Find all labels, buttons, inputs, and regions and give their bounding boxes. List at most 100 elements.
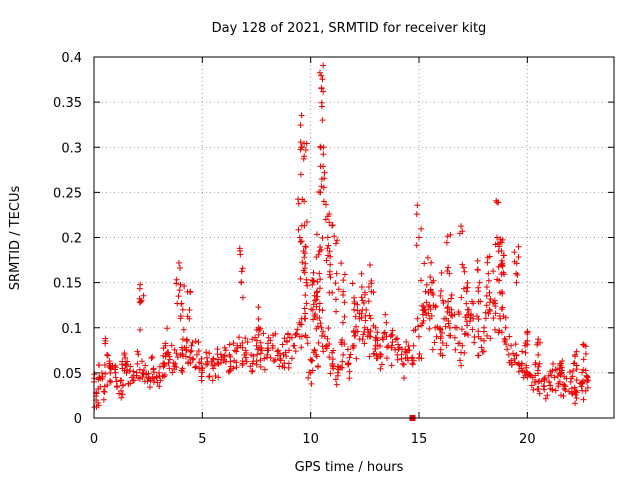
data-point <box>177 313 184 320</box>
data-point <box>372 334 379 341</box>
data-point <box>438 287 445 294</box>
data-point <box>339 291 346 298</box>
data-point <box>329 289 336 296</box>
data-point <box>214 360 221 367</box>
data-point <box>573 348 580 355</box>
data-point <box>209 356 216 363</box>
data-point <box>522 349 529 356</box>
data-point <box>321 333 328 340</box>
data-point <box>113 378 120 385</box>
data-point <box>277 357 284 364</box>
data-point <box>210 355 217 362</box>
data-point <box>464 332 471 339</box>
data-point <box>403 338 410 345</box>
data-point <box>398 355 405 362</box>
y-tick-label: 0.05 <box>53 367 82 382</box>
data-point <box>426 325 433 332</box>
data-point <box>354 307 361 314</box>
chart-title: Day 128 of 2021, SRMTID for receiver kit… <box>212 21 487 36</box>
data-point <box>261 366 268 373</box>
data-point <box>373 335 380 342</box>
data-point <box>230 340 237 347</box>
data-point <box>316 270 323 277</box>
data-point <box>329 349 336 356</box>
x-tick-label: 5 <box>198 432 206 447</box>
data-point <box>214 346 221 353</box>
data-point <box>260 330 267 337</box>
data-point <box>198 355 205 362</box>
data-point <box>164 325 171 332</box>
data-point <box>199 369 206 376</box>
data-point <box>195 339 202 346</box>
data-point <box>123 361 130 368</box>
data-point <box>221 352 228 359</box>
data-point <box>459 261 466 268</box>
data-point <box>206 373 213 380</box>
data-point <box>319 117 326 124</box>
data-point <box>157 377 164 384</box>
data-point <box>160 345 167 352</box>
data-point <box>440 299 447 306</box>
data-point <box>409 354 416 361</box>
data-point <box>560 393 567 400</box>
data-point <box>437 292 444 299</box>
data-point <box>288 355 295 362</box>
data-point <box>358 270 365 277</box>
data-point <box>173 276 180 283</box>
data-point <box>134 360 141 367</box>
data-point <box>298 333 305 340</box>
x-tick-label: 10 <box>302 432 319 447</box>
data-point <box>388 362 395 369</box>
data-point <box>100 396 107 403</box>
data-point <box>117 377 124 384</box>
data-point <box>470 315 477 322</box>
data-point <box>122 362 129 369</box>
data-point <box>104 352 111 359</box>
data-point <box>367 328 374 335</box>
data-point <box>248 368 255 375</box>
data-point <box>104 382 111 389</box>
data-point <box>573 395 580 402</box>
data-point <box>150 369 157 376</box>
data-point <box>283 353 290 360</box>
data-point <box>515 254 522 261</box>
data-point <box>551 374 558 381</box>
data-point <box>161 362 168 369</box>
data-point <box>325 242 332 249</box>
data-point <box>474 266 481 273</box>
data-point <box>496 277 503 284</box>
data-point <box>302 147 309 154</box>
x-tick-labels: 0 5 10 15 20 <box>90 432 536 447</box>
data-point <box>420 317 427 324</box>
data-point <box>505 351 512 358</box>
data-point <box>515 243 522 250</box>
data-point <box>119 365 126 372</box>
data-point <box>358 294 365 301</box>
data-point <box>322 201 329 208</box>
data-point <box>238 279 245 286</box>
data-point <box>378 361 385 368</box>
data-point <box>372 345 379 352</box>
data-point <box>326 248 333 255</box>
data-point <box>389 339 396 346</box>
data-point <box>383 319 390 326</box>
data-point <box>496 289 503 296</box>
data-point <box>138 358 145 365</box>
data-point <box>239 265 246 272</box>
data-point <box>443 342 450 349</box>
data-point <box>428 259 435 266</box>
data-point <box>445 320 452 327</box>
data-point <box>310 277 317 284</box>
data-point <box>316 69 323 76</box>
data-point <box>330 365 337 372</box>
data-point <box>446 324 453 331</box>
data-point <box>475 298 482 305</box>
data-point <box>401 374 408 381</box>
data-point <box>392 336 399 343</box>
data-point <box>257 339 264 346</box>
data-point <box>383 355 390 362</box>
data-point <box>175 293 182 300</box>
data-point <box>439 339 446 346</box>
data-point <box>444 267 451 274</box>
data-point <box>321 169 328 176</box>
